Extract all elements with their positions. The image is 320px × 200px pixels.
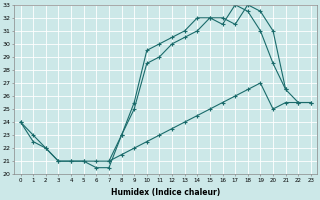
X-axis label: Humidex (Indice chaleur): Humidex (Indice chaleur) [111,188,220,197]
